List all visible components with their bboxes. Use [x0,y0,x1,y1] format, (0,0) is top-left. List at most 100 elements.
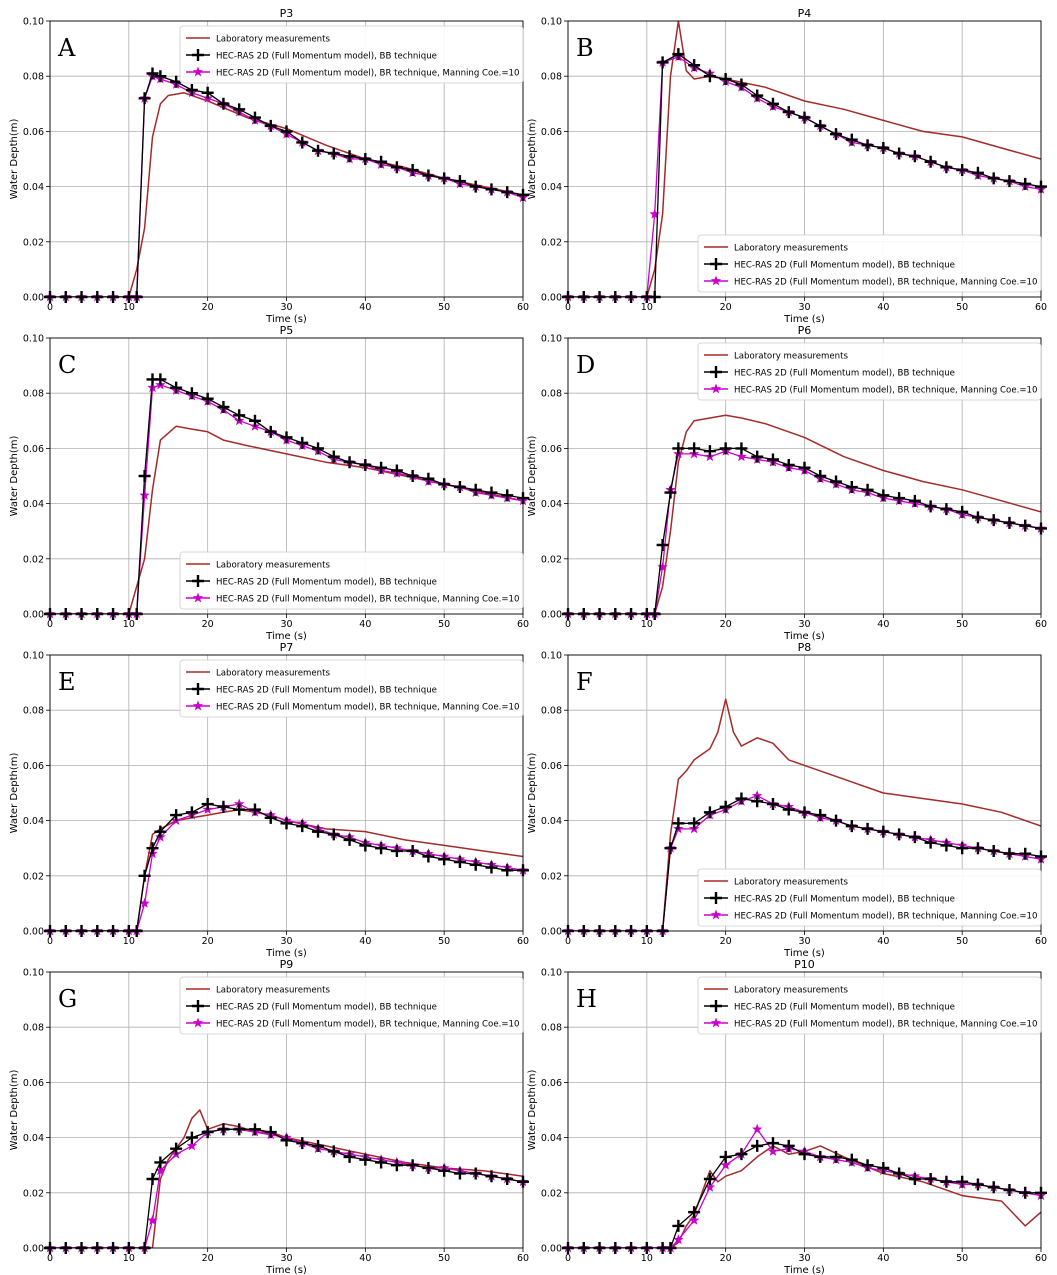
data-point-bb [233,1123,246,1136]
chart-panel-D: 0 10 20 30 40 50 60 0.00 0.02 0.04 0.06 0.08 0.10 P6 T… [527,324,1047,642]
chart-panel-H: 0 10 20 30 40 50 60 0.00 0.02 0.04 0.06 0.08 0.10 P10… [527,958,1047,1275]
y-tick-label: 0.10 [541,651,562,662]
y-axis-label: Water Depth(m) [9,1070,20,1151]
x-tick-label: 20 [202,619,214,630]
data-point-bb [453,1167,466,1180]
x-tick-label: 0 [47,1253,53,1264]
legend-star-marker [710,275,722,286]
legend-star-marker [710,383,722,394]
data-point-bb [877,489,890,502]
data-point-bb [893,1167,906,1180]
chart-panel-G: 0 10 20 30 40 50 60 0.00 0.02 0.04 0.06 0.08 0.10 P9 T… [9,958,529,1275]
x-tick-label: 0 [47,619,53,630]
y-axis-label: Water Depth(m) [527,1070,538,1151]
x-tick-label: 60 [517,302,529,313]
chart-panel-A: 0 10 20 30 40 50 60 0.00 0.02 0.04 0.06 0.08 0.10 P3 T… [9,7,529,325]
data-point-bb [327,450,340,463]
data-point-bb [924,1173,937,1185]
data-point-br [752,790,763,801]
data-point-bb [170,381,183,394]
data-point-bb [766,798,779,811]
data-point-bb [264,119,277,132]
data-point-br [752,1123,763,1134]
data-point-bb [390,844,403,857]
y-axis-label: Water Depth(m) [9,119,20,200]
data-point-bb [343,150,356,163]
x-tick-label: 30 [798,936,810,947]
y-tick-label: 0.08 [541,72,562,83]
data-point-bb [233,103,246,116]
x-tick-label: 40 [359,302,371,313]
legend-star-marker [192,592,204,603]
data-point-bb [830,1150,843,1163]
data-point-bb [861,139,874,152]
chart-panel-C: 0 10 20 30 40 50 60 0.00 0.02 0.04 0.06 0.08 0.10 P5 T… [9,324,529,642]
y-tick-label: 0.06 [541,761,562,772]
y-tick-label: 0.06 [23,444,44,455]
plot-frame [567,971,1042,1249]
x-axis-label: Time (s) [265,631,307,642]
data-point-bb [438,1164,451,1177]
data-point-bb [469,180,482,193]
chart-panel-F: 0 10 20 30 40 50 60 0.00 0.02 0.04 0.06 0.08 0.10 P8 T… [527,641,1047,959]
data-point-bb [375,461,388,474]
data-point-bb [312,442,325,455]
data-point-bb [766,1137,779,1150]
data-point-bb [672,442,685,455]
legend-label: HEC-RAS 2D (Full Momentum model), BR tec… [734,386,1037,396]
x-tick-label: 40 [877,619,889,630]
legend-plus-marker [192,1000,204,1012]
data-point-bb [782,803,795,816]
y-axis-label: Water Depth(m) [527,753,538,834]
data-point-br [139,897,150,908]
data-point-bb [924,836,937,849]
data-point-bb [719,442,732,455]
data-point-bb [469,1167,482,1180]
data-point-bb [893,492,906,505]
data-point-bb [296,136,309,149]
x-tick-label: 10 [123,1253,135,1264]
data-point-bb [406,844,419,857]
data-point-bb [280,817,293,830]
legend-label: HEC-RAS 2D (Full Momentum model), BR tec… [734,912,1037,922]
data-point-br [155,1165,166,1176]
panel-label: A [57,34,76,62]
y-tick-label: 0.10 [23,651,44,662]
x-tick-label: 10 [123,936,135,947]
x-tick-label: 40 [359,619,371,630]
data-point-br [704,1181,716,1192]
x-tick-label: 30 [280,936,292,947]
chart-title: P3 [280,7,294,20]
data-point-bb [1019,177,1032,190]
panel-label: G [58,985,77,1013]
series-line-1 [568,1145,1041,1248]
data-point-bb [438,853,451,866]
data-point-bb [359,1153,372,1166]
data-point-bb [485,861,498,874]
data-point-bb [390,161,403,174]
legend: Laboratory measurements HEC-RAS 2D (Full … [179,659,524,718]
data-point-bb [877,1161,890,1174]
legend: Laboratory measurements HEC-RAS 2D (Full … [179,976,524,1035]
data-point-bb [501,186,514,199]
legend: Laboratory measurements HEC-RAS 2D (Full … [697,342,1042,401]
data-point-bb [719,800,732,813]
data-point-bb [664,842,677,855]
data-point-bb [782,458,795,471]
y-tick-label: 0.08 [541,1023,562,1034]
y-tick-label: 0.04 [541,1133,562,1144]
data-point-bb [375,1156,388,1169]
data-point-bb [971,166,984,179]
chart-panel-B: 0 10 20 30 40 50 60 0.00 0.02 0.04 0.06 0.08 0.10 P4 T… [527,7,1047,325]
data-point-bb [343,1150,356,1163]
data-point-bb [264,425,277,438]
series-line-1 [568,698,1041,931]
data-point-bb [908,831,921,844]
x-tick-label: 10 [123,302,135,313]
data-point-bb [908,150,921,163]
x-tick-label: 10 [641,619,653,630]
data-point-bb [201,392,214,405]
data-point-bb [154,70,167,83]
x-tick-label: 10 [641,302,653,313]
data-point-bb [830,814,843,827]
